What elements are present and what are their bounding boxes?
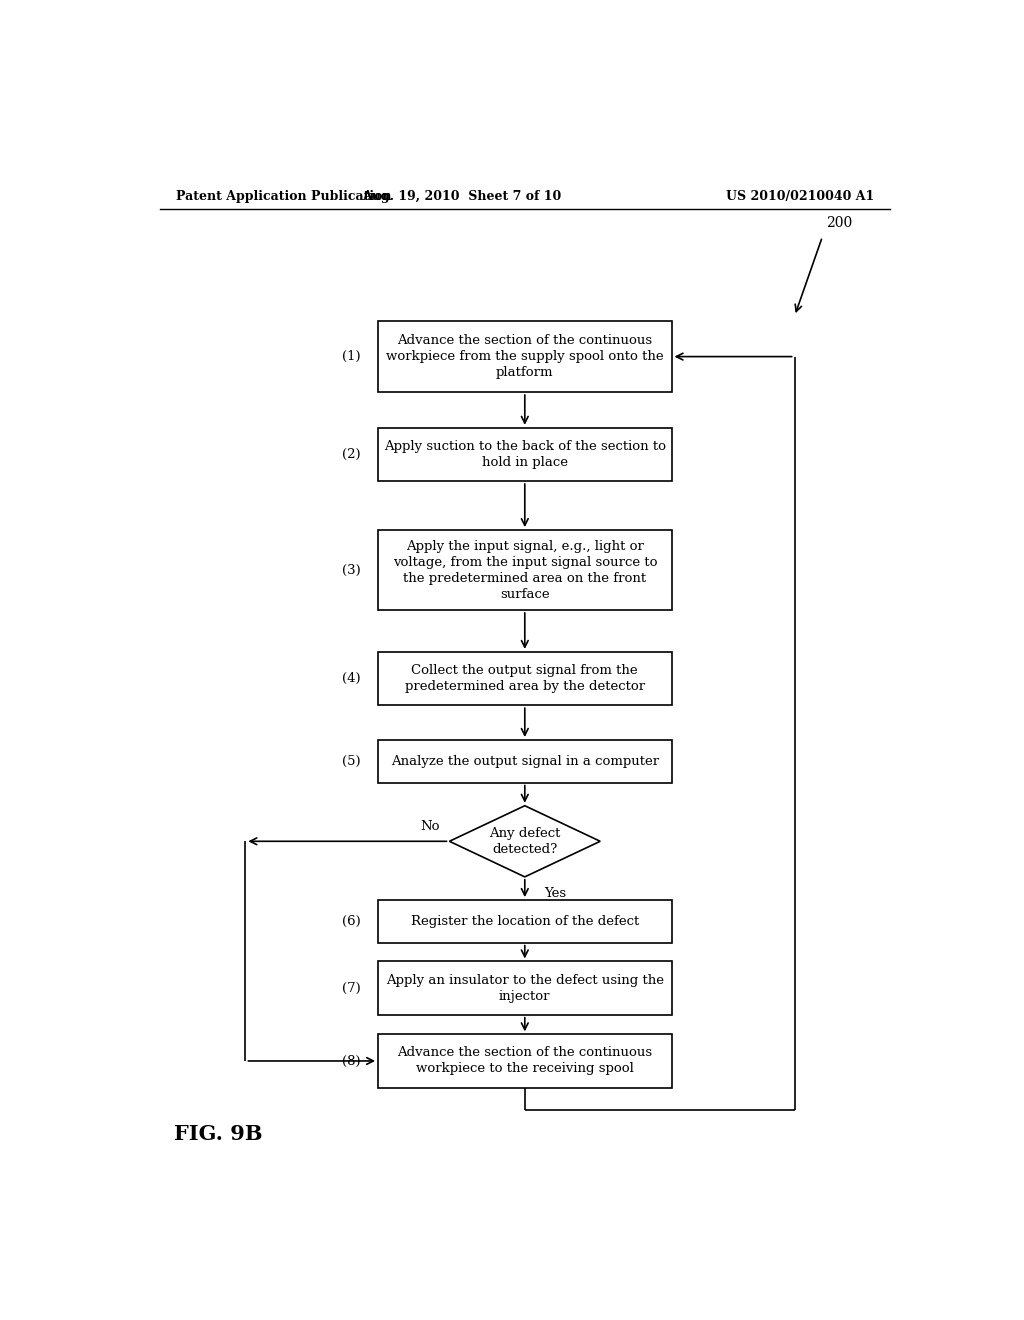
- Text: Patent Application Publication: Patent Application Publication: [176, 190, 391, 202]
- Text: (3): (3): [342, 564, 360, 577]
- Text: Advance the section of the continuous
workpiece to the receiving spool: Advance the section of the continuous wo…: [397, 1047, 652, 1076]
- Bar: [378, 961, 672, 1015]
- Text: FIG. 9B: FIG. 9B: [174, 1125, 262, 1144]
- Text: Yes: Yes: [545, 887, 566, 900]
- Text: (4): (4): [342, 672, 360, 685]
- Text: Apply an insulator to the defect using the
injector: Apply an insulator to the defect using t…: [386, 974, 664, 1002]
- Bar: [378, 652, 672, 705]
- Text: Advance the section of the continuous
workpiece from the supply spool onto the
p: Advance the section of the continuous wo…: [386, 334, 664, 379]
- Text: Register the location of the defect: Register the location of the defect: [411, 915, 639, 928]
- Bar: [378, 900, 672, 942]
- Text: (1): (1): [342, 350, 360, 363]
- Bar: [378, 741, 672, 783]
- Text: (6): (6): [342, 915, 360, 928]
- Text: Apply suction to the back of the section to
hold in place: Apply suction to the back of the section…: [384, 440, 666, 469]
- Text: Aug. 19, 2010  Sheet 7 of 10: Aug. 19, 2010 Sheet 7 of 10: [361, 190, 561, 202]
- Polygon shape: [450, 805, 600, 876]
- Text: 200: 200: [826, 215, 853, 230]
- Text: Analyze the output signal in a computer: Analyze the output signal in a computer: [391, 755, 658, 768]
- Text: (8): (8): [342, 1055, 360, 1068]
- Text: Any defect
detected?: Any defect detected?: [489, 826, 560, 855]
- Bar: [378, 1035, 672, 1088]
- Text: (2): (2): [342, 447, 360, 461]
- Bar: [378, 428, 672, 480]
- Bar: [378, 531, 672, 610]
- Text: Collect the output signal from the
predetermined area by the detector: Collect the output signal from the prede…: [404, 664, 645, 693]
- Bar: [378, 321, 672, 392]
- Text: No: No: [421, 820, 440, 833]
- Text: US 2010/0210040 A1: US 2010/0210040 A1: [726, 190, 873, 202]
- Text: Apply the input signal, e.g., light or
voltage, from the input signal source to
: Apply the input signal, e.g., light or v…: [392, 540, 657, 601]
- Text: (5): (5): [342, 755, 360, 768]
- Text: (7): (7): [342, 982, 360, 994]
